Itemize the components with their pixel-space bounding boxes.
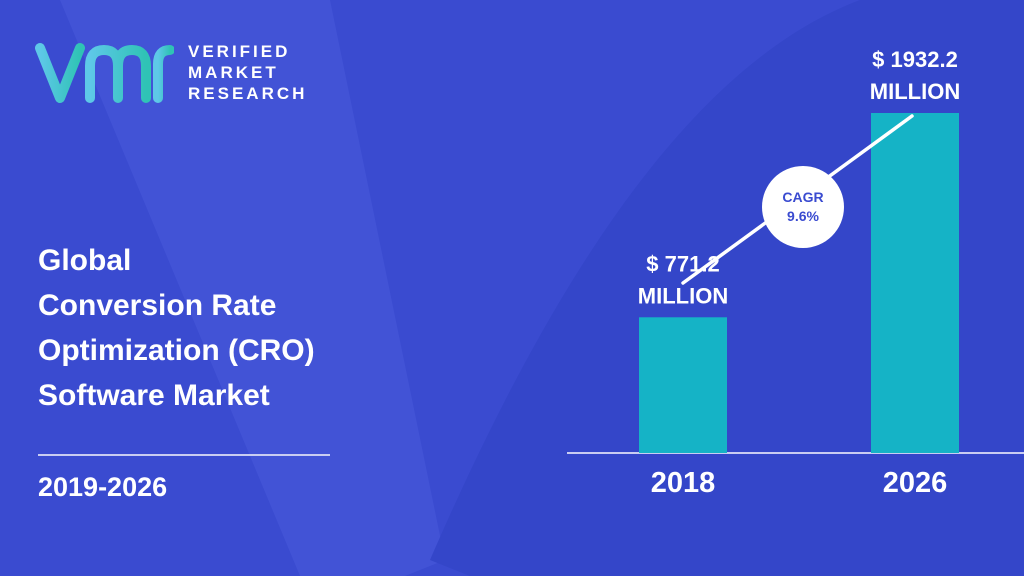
- data-label-2026-unit: MILLION: [870, 79, 960, 104]
- cagr-value: 9.6%: [787, 208, 819, 224]
- brand-line-market: MARKET: [188, 62, 279, 82]
- data-label-2026-amount: $ 1932.2: [872, 47, 958, 72]
- brand-wordmark: VERIFIED MARKET RESEARCH: [188, 41, 307, 104]
- title-divider: [38, 454, 330, 456]
- title-line-2: Conversion Rate: [38, 289, 277, 322]
- forecast-period: 2019-2026: [38, 472, 168, 502]
- brand-line-research: RESEARCH: [188, 83, 308, 103]
- brand-line-verified: VERIFIED: [188, 41, 291, 61]
- cagr-label: CAGR: [782, 189, 824, 205]
- data-label-2018-unit: MILLION: [638, 283, 728, 308]
- tick-label-2018: 2018: [651, 467, 716, 499]
- title-line-3: Optimization (CRO): [38, 334, 315, 367]
- bar-2026: [871, 113, 959, 453]
- bar-2018: [639, 317, 727, 453]
- title-line-4: Software Market: [38, 379, 270, 412]
- title-line-1: Global: [38, 244, 132, 277]
- v-shape-left-arm: [60, 0, 445, 576]
- report-title: Global Conversion Rate Optimization (CRO…: [38, 238, 315, 418]
- vmr-logo-icon: [35, 43, 174, 103]
- cagr-badge: CAGR 9.6%: [762, 166, 844, 248]
- brand-logo: VERIFIED MARKET RESEARCH: [34, 40, 307, 104]
- tick-label-2026: 2026: [883, 467, 948, 499]
